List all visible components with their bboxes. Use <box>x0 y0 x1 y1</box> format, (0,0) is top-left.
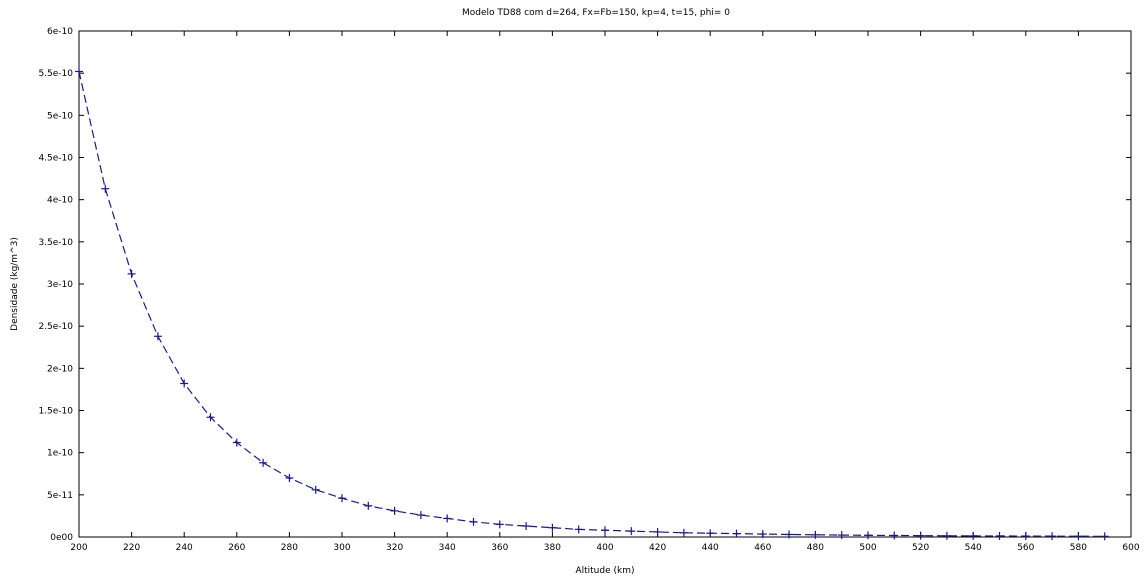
data-point-marker <box>758 530 767 539</box>
x-tick-label: 320 <box>386 543 403 553</box>
y-tick-label: 6e-10 <box>47 27 73 37</box>
data-point-marker <box>942 531 951 540</box>
data-point-marker <box>995 531 1004 540</box>
y-tick-label: 3e-10 <box>47 280 73 290</box>
x-axis: 200 220 240 260 280 300 320 340 360 380 400 420 440 4… <box>70 31 1140 553</box>
data-point-marker <box>969 531 978 540</box>
data-point-marker <box>837 531 846 540</box>
x-tick-label: 480 <box>807 543 824 553</box>
x-tick-label: 300 <box>333 543 350 553</box>
x-tick-label: 440 <box>702 543 719 553</box>
data-point-marker <box>1074 532 1083 541</box>
data-point-marker <box>416 511 425 520</box>
data-point-marker <box>574 525 583 534</box>
data-point-marker <box>390 506 399 515</box>
x-tick-label: 580 <box>1070 543 1087 553</box>
data-point-marker <box>732 529 741 538</box>
x-tick-label: 520 <box>912 543 929 553</box>
y-tick-label: 5e-11 <box>47 491 73 501</box>
data-point-marker <box>679 528 688 537</box>
series-layer <box>75 67 1109 541</box>
data-point-marker <box>101 184 110 193</box>
y-tick-label: 4.5e-10 <box>38 154 73 164</box>
x-tick-label: 400 <box>596 543 613 553</box>
data-point-marker <box>180 379 189 388</box>
x-tick-label: 460 <box>754 543 771 553</box>
data-point-marker <box>206 413 215 422</box>
y-tick-label: 4e-10 <box>47 196 73 206</box>
data-point-marker <box>653 527 662 536</box>
data-point-marker <box>1021 532 1030 541</box>
x-tick-label: 220 <box>123 543 140 553</box>
x-tick-label: 380 <box>544 543 561 553</box>
data-point-marker <box>864 531 872 540</box>
y-tick-label: 1.5e-10 <box>38 407 73 417</box>
data-point-marker <box>916 531 925 540</box>
series-line <box>78 71 1105 537</box>
y-axis: 0e00 5e-11 1e-10 1.5e-10 2e-10 2.5e-10 3e-10 3.… <box>38 27 1131 543</box>
data-point-marker <box>232 438 241 447</box>
plot-frame <box>78 30 1132 538</box>
x-tick-label: 420 <box>649 543 666 553</box>
data-point-marker <box>811 530 820 539</box>
data-point-marker <box>75 67 83 76</box>
x-tick-label: 500 <box>859 543 876 553</box>
data-point-marker <box>627 527 636 536</box>
data-point-marker <box>1100 532 1109 541</box>
x-tick-label: 280 <box>281 543 298 553</box>
x-tick-label: 560 <box>1017 543 1034 553</box>
data-point-marker <box>495 520 504 529</box>
data-point-marker <box>259 458 268 467</box>
data-point-marker <box>706 529 715 538</box>
y-tick-label: 5.5e-10 <box>38 69 73 79</box>
x-tick-label: 360 <box>491 543 508 553</box>
data-point-marker <box>285 473 294 482</box>
data-point-marker <box>548 523 557 532</box>
data-point-marker <box>890 531 899 540</box>
x-tick-label: 340 <box>439 543 456 553</box>
data-point-marker <box>1048 532 1057 541</box>
x-tick-label: 200 <box>70 543 87 553</box>
chart-title: Modelo TD88 com d=264, Fx=Fb=150, kp=4, … <box>462 8 730 18</box>
y-tick-label: 2.5e-10 <box>38 322 73 332</box>
y-tick-label: 1e-10 <box>47 449 73 459</box>
data-point-marker <box>338 494 346 503</box>
x-tick-label: 540 <box>965 543 982 553</box>
data-point-marker <box>469 517 478 526</box>
data-point-marker <box>364 501 373 510</box>
x-axis-label: Altitude (km) <box>575 566 634 576</box>
y-tick-label: 5e-10 <box>47 111 73 121</box>
data-point-marker <box>522 522 531 531</box>
x-tick-label: 260 <box>228 543 245 553</box>
y-tick-label: 0e00 <box>50 533 73 543</box>
x-tick-label: 600 <box>1122 543 1139 553</box>
data-point-marker <box>601 526 609 535</box>
y-axis-label: Densidade (kg/m^3) <box>10 237 20 331</box>
data-point-marker <box>785 530 794 539</box>
data-point-marker <box>153 332 162 341</box>
data-point-marker <box>443 514 452 523</box>
x-tick-label: 240 <box>176 543 193 553</box>
y-tick-label: 3.5e-10 <box>38 238 73 248</box>
data-point-marker <box>311 485 320 494</box>
data-point-marker <box>127 269 136 278</box>
y-tick-label: 2e-10 <box>47 364 73 374</box>
